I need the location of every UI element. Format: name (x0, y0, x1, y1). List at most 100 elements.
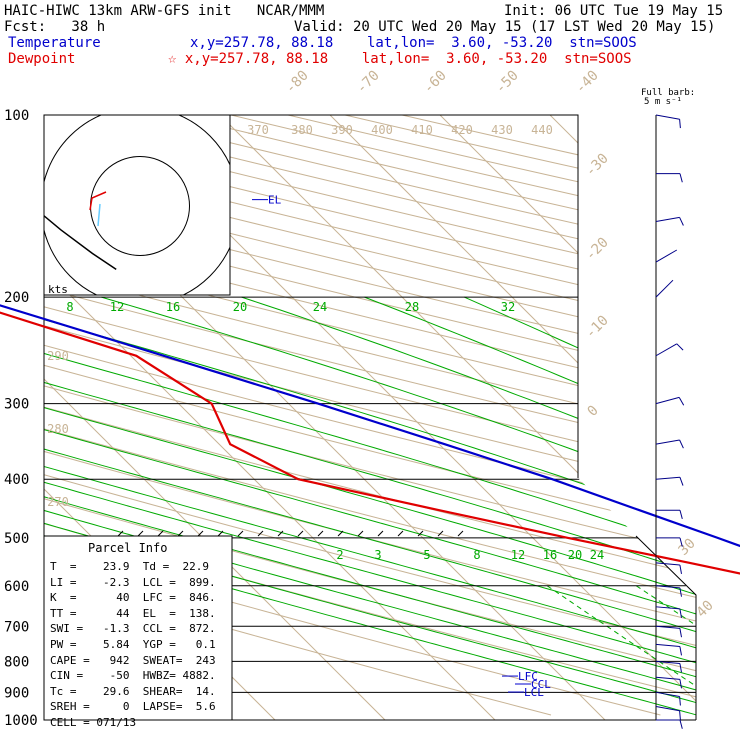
dry-adiabat-line (44, 115, 696, 716)
parcel-info-row: Tc = 29.6 SHEAR= 14. (50, 684, 216, 698)
parcel-info-row: CAPE = 942 SWEAT= 243 (50, 653, 216, 667)
mixing-ratio-label: 16 (543, 548, 557, 562)
diagram-tick-mark (317, 530, 324, 537)
wind-barb-staff (655, 660, 680, 664)
diagram-tick-mark (217, 530, 224, 537)
dry-adiabat-line (44, 115, 696, 716)
diagram-tick-mark (397, 530, 404, 537)
moist-adiabat-line (364, 296, 696, 720)
parcel-info-title: Parcel Info (88, 541, 167, 555)
wind-barb (655, 691, 681, 706)
theta-label: 420 (451, 123, 473, 137)
wind-barb-flag (679, 719, 683, 729)
moist-adiabat-label: 32 (501, 300, 515, 314)
dry-adiabat-line (44, 115, 696, 716)
pressure-tick-label: 300 (4, 397, 29, 413)
parcel-info-row: K = 40 LFC = 846. (50, 591, 216, 605)
wind-barb-flag (679, 710, 681, 720)
isotherm-label: -70 (354, 68, 383, 97)
wind-barb-flag (679, 510, 683, 520)
wind-barb-staff (655, 439, 680, 445)
wind-barb (655, 279, 674, 298)
theta-label: 390 (331, 123, 353, 137)
wind-barb-staff (655, 476, 680, 480)
wind-barb-flag (676, 343, 684, 351)
parcel-info-row: PW = 5.84 YGP = 0.1 (50, 638, 216, 651)
hodograph-trace (44, 214, 117, 271)
dry-adiabat-line (44, 115, 661, 716)
diagram-tick-mark (197, 530, 204, 537)
dry-adiabat-line (117, 115, 696, 716)
wind-barb-staff (655, 343, 678, 357)
forecast-hour: Fcst: 38 h (4, 19, 106, 35)
dry-adiabat-line (44, 115, 696, 716)
theta-label: 280 (47, 422, 69, 436)
wind-barb (655, 606, 682, 618)
diagram-tick-mark (277, 530, 284, 537)
parcel-info-row: TT = 44 EL = 138. (50, 606, 216, 620)
wind-barb-flag (679, 679, 682, 689)
wind-barb (655, 562, 682, 574)
parcel-info-row: SREH = 0 LAPSE= 5.6 (50, 700, 216, 714)
diagram-tick-mark (157, 530, 164, 537)
mixing-ratio-label: 5 (423, 548, 430, 562)
wind-barb (655, 509, 683, 520)
lcl-level-label: LCL (524, 686, 544, 699)
wind-barb-staff (655, 114, 680, 120)
moist-adiabat-line (44, 296, 696, 720)
el-level-label: EL (268, 194, 282, 207)
isotherm-label: -40 (573, 68, 602, 97)
dry-adiabat-line (60, 115, 696, 716)
wind-barb-staff (655, 396, 680, 405)
dry-adiabat-line (44, 115, 696, 716)
parcel-info-row: LI = -2.3 LCL = 899. (50, 575, 216, 589)
mixing-ratio-label: 24 (590, 548, 604, 562)
moist-adiabat-label: 8 (66, 300, 73, 314)
pressure-tick-label: 900 (4, 685, 29, 701)
isotherm-label: 40 (694, 598, 717, 621)
pressure-tick-label: 700 (4, 619, 29, 635)
diagram-tick-mark (297, 530, 304, 537)
wind-barb (655, 643, 682, 656)
wind-barb-flag (679, 564, 682, 574)
dry-adiabat-line (401, 115, 696, 716)
diagram-tick-mark (137, 530, 144, 537)
wind-barb-staff (655, 279, 674, 298)
moist-adiabat-line (44, 296, 696, 720)
dry-adiabat-line (44, 115, 696, 716)
moist-adiabat-line (241, 296, 696, 720)
theta-label: 410 (411, 123, 433, 137)
wind-barb-flag (679, 608, 682, 618)
diagram-tick-mark (337, 530, 344, 537)
mixing-ratio-label: 3 (374, 548, 381, 562)
hodograph: kts (43, 114, 231, 296)
wind-barb-flag (679, 439, 684, 449)
isotherm-label: 0 (585, 403, 602, 420)
wind-barb-flag (679, 173, 683, 183)
pressure-tick-label: 800 (4, 654, 29, 670)
pressure-tick-label: 400 (4, 472, 29, 488)
wind-barb (655, 476, 684, 486)
dry-adiabat-line (44, 115, 696, 716)
wind-barb-flag (679, 646, 682, 656)
hodograph-storm-motion (89, 191, 107, 211)
mixing-ratio-line (636, 585, 696, 720)
wind-barb-staff (655, 625, 680, 629)
hodograph-unit-label: kts (48, 283, 68, 296)
wind-barb (655, 706, 681, 720)
mixing-ratio-label: 12 (511, 548, 525, 562)
wind-barb-staff (655, 562, 680, 566)
temperature-location: x,y=257.78, 88.18 lat,lon= 3.60, -53.20 … (190, 35, 637, 51)
wind-barb-staff (655, 676, 680, 680)
wind-barb (655, 343, 684, 357)
wind-barb (655, 439, 684, 449)
diagram-tick-mark (257, 530, 264, 537)
theta-label: 370 (247, 123, 269, 137)
moist-adiabat-label: 16 (166, 300, 180, 314)
wind-barb-staff (655, 606, 680, 610)
dry-adiabat-line (44, 115, 696, 716)
dry-adiabat-line (44, 115, 696, 716)
model-title: HAIC-HIWC 13km ARW-GFS init NCAR/MMM (4, 3, 325, 19)
dry-adiabat-line (44, 115, 696, 716)
